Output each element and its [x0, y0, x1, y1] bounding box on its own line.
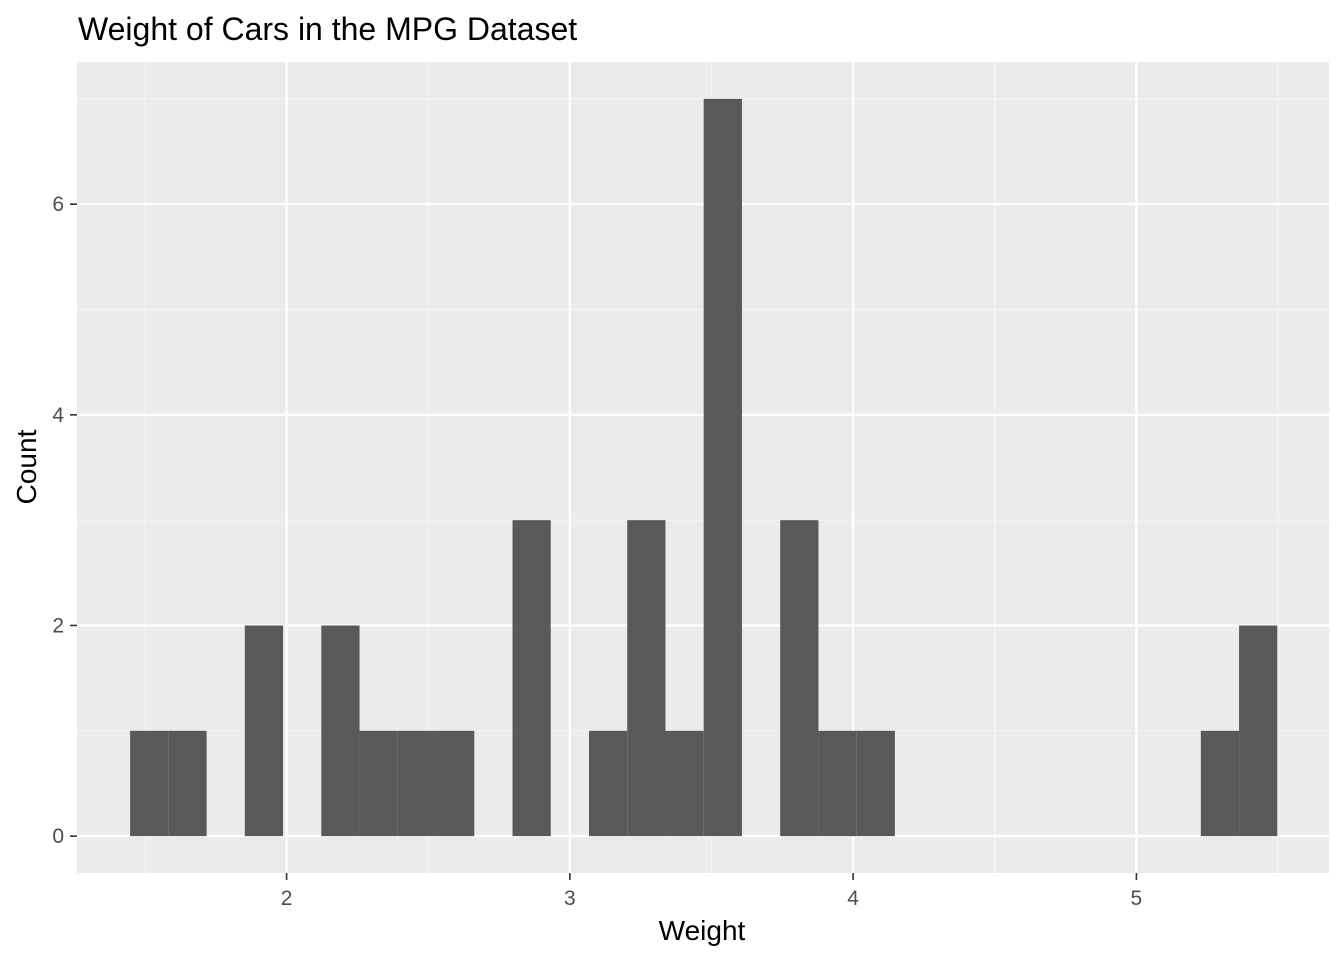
y-tick-label: 0	[52, 825, 64, 848]
y-tick-label: 2	[52, 614, 64, 637]
histogram-bar	[359, 730, 398, 837]
x-axis: 2 3 4 5	[281, 873, 1142, 910]
histogram-bar	[856, 730, 895, 837]
histogram-bars	[130, 98, 1278, 837]
histogram-bar	[818, 730, 857, 837]
histogram-bar	[588, 730, 628, 837]
x-tick-label: 3	[564, 887, 576, 910]
histogram-bar	[512, 520, 551, 837]
histogram-bar	[665, 730, 704, 837]
x-axis-title: Weight	[659, 915, 746, 946]
histogram-bar	[397, 730, 437, 837]
y-axis-title: Count	[11, 429, 42, 504]
histogram-bar	[703, 98, 742, 837]
histogram-bar	[130, 730, 169, 837]
histogram-bar	[1200, 730, 1240, 837]
x-tick-label: 2	[281, 887, 293, 910]
histogram-bar	[780, 520, 819, 837]
y-tick-label: 6	[52, 193, 64, 216]
y-tick-label: 4	[52, 404, 64, 427]
chart-title: Weight of Cars in the MPG Dataset	[78, 11, 577, 47]
histogram-bar	[168, 730, 207, 837]
histogram-bar	[627, 520, 666, 837]
histogram-bar	[1239, 625, 1278, 837]
histogram-bar	[321, 625, 360, 837]
histogram-bar	[436, 730, 475, 837]
histogram-bar	[244, 625, 284, 837]
y-axis: 0 2 4 6	[52, 193, 77, 848]
x-tick-label: 4	[847, 887, 859, 910]
x-tick-label: 5	[1131, 887, 1143, 910]
